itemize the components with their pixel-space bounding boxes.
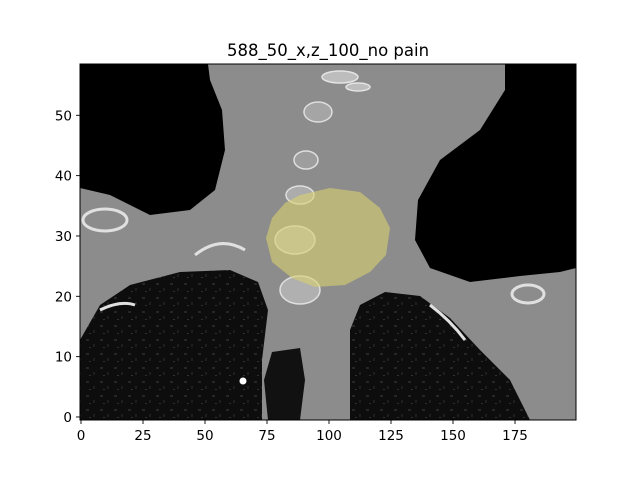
ct-image — [80, 64, 576, 420]
lung-right — [350, 292, 530, 420]
x-tick-label: 150 — [440, 428, 466, 444]
y-tick-label: 40 — [55, 169, 72, 185]
y-tick-label: 10 — [55, 350, 72, 366]
x-tick-label: 125 — [378, 428, 404, 444]
plot-frame — [79, 63, 577, 421]
y-tick-label: 20 — [55, 289, 72, 305]
x-tick-label: 100 — [316, 428, 342, 444]
y-tick-label: 50 — [55, 108, 72, 124]
x-tick-label: 0 — [77, 428, 86, 444]
y-axis: 0 10 20 30 40 50 — [55, 108, 80, 426]
x-tick-label: 50 — [196, 428, 213, 444]
x-tick-label: 175 — [502, 428, 528, 444]
clavicles — [81, 207, 546, 341]
figure-title: 588_50_x,z_100_no pain — [227, 41, 429, 61]
airway — [264, 348, 305, 420]
top-bones — [321, 70, 371, 92]
x-tick-label: 25 — [134, 428, 151, 444]
segmentation-overlay — [266, 188, 390, 287]
bright-spot — [239, 377, 247, 385]
y-tick-label: 30 — [55, 229, 72, 245]
lung-left — [80, 270, 268, 420]
y-tick-label: 0 — [63, 410, 72, 426]
x-axis: 0 25 50 75 100 125 150 175 — [77, 420, 528, 444]
x-tick-label: 75 — [258, 428, 275, 444]
